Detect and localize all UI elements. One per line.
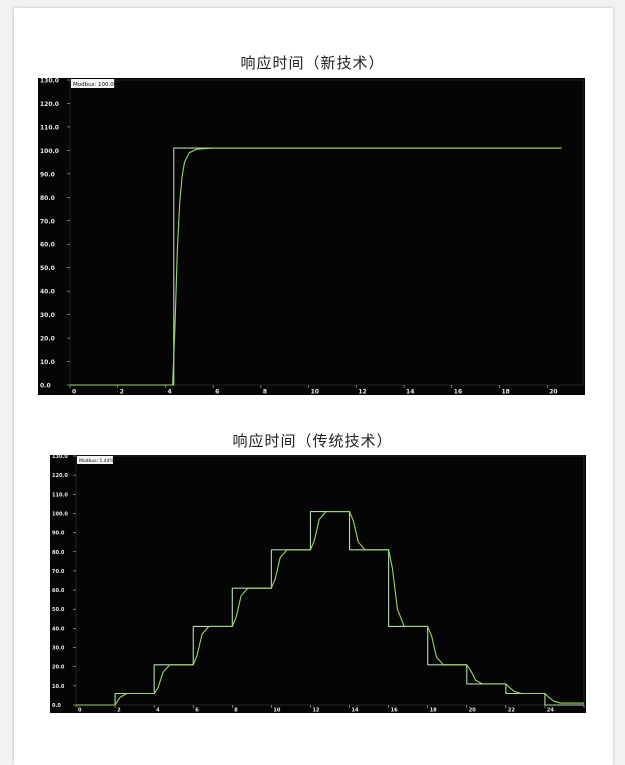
chart-traditional-tech: 0.0 10.0 20.0 30.0 40.0 50.0 60.0 70.0 80.0 90.0 1… (50, 455, 586, 713)
x-tick-label: 0 (72, 389, 76, 396)
x-tick-label: 20 (469, 708, 476, 714)
x-tick-label: 22 (508, 708, 515, 714)
annotation-box (77, 456, 113, 464)
response-line (76, 511, 584, 706)
y-tick-label: 0.0 (52, 703, 61, 709)
x-tick-label: 10 (311, 389, 319, 396)
y-tick-label: 70.0 (52, 569, 65, 575)
y-tick-label: 120.0 (40, 101, 59, 108)
chart-title-new-tech: 响应时间（新技术） (240, 54, 385, 72)
x-tick-label: 14 (406, 389, 414, 396)
x-tick-label: 8 (263, 389, 267, 396)
x-tick-label: 20 (549, 389, 557, 396)
y-tick-label: 0.0 (40, 383, 51, 390)
x-tick-label: 12 (312, 708, 319, 714)
y-tick-label: 20.0 (40, 336, 55, 343)
x-tick-label: 6 (195, 708, 199, 714)
x-tick-label: 18 (430, 708, 437, 714)
y-tick-label: 130.0 (40, 78, 59, 85)
y-tick-label: 30.0 (52, 646, 65, 652)
x-tick-label: 4 (167, 389, 171, 396)
y-tick-label: 60.0 (40, 242, 55, 249)
x-tick-label: 8 (234, 708, 238, 714)
x-tick-label: 16 (391, 708, 398, 714)
plot-background (50, 455, 586, 713)
x-tick-label: 14 (352, 708, 359, 714)
y-tick-label: 80.0 (40, 195, 55, 202)
plot-frame (69, 79, 584, 386)
x-tick-label: 18 (501, 389, 509, 396)
y-tick-label: 130.0 (52, 455, 68, 460)
y-tick-label: 90.0 (40, 171, 55, 178)
y-tick-label: 100.0 (52, 511, 68, 517)
y-tick-label: 120.0 (52, 473, 68, 479)
x-tick-label: 12 (358, 389, 366, 396)
chart-new-tech: 0.0 10.0 20.0 30.0 40.0 50.0 60.0 70.0 80.0 90.0 1… (38, 78, 585, 395)
annotation-label: Modbus: 1.44% (79, 458, 115, 464)
annotation-box (71, 79, 115, 88)
y-tick-label: 50.0 (40, 265, 55, 272)
x-tick-label: 2 (120, 389, 124, 396)
x-tick-label: 16 (454, 389, 462, 396)
y-tick-label: 10.0 (52, 684, 65, 690)
x-tick-label: 6 (215, 389, 219, 396)
y-tick-label: 30.0 (40, 312, 55, 319)
y-tick-label: 110.0 (52, 492, 68, 498)
y-tick-label: 10.0 (40, 359, 55, 366)
y-tick-label: 40.0 (52, 626, 65, 632)
y-tick-label: 80.0 (52, 550, 65, 556)
x-tick-label: 10 (273, 708, 280, 714)
annotation-label: Modbus: 100.00% (73, 82, 123, 88)
y-tick-label: 110.0 (40, 124, 59, 131)
chart-title-traditional-tech: 响应时间（传统技术） (232, 432, 393, 450)
y-tick-label: 40.0 (40, 289, 55, 296)
y-tick-label: 50.0 (52, 607, 65, 613)
plot-frame (75, 455, 585, 706)
x-tick-label: 0 (78, 708, 82, 714)
response-line (70, 147, 562, 386)
x-tick-label: 4 (156, 708, 160, 714)
x-tick-label: 24 (547, 708, 554, 714)
y-tick-label: 90.0 (52, 531, 65, 537)
plot-background (38, 78, 585, 395)
y-tick-label: 100.0 (40, 148, 59, 155)
x-tick-label: 2 (117, 708, 121, 714)
y-tick-label: 20.0 (52, 665, 65, 671)
y-tick-label: 60.0 (52, 588, 65, 594)
y-tick-label: 70.0 (40, 218, 55, 225)
